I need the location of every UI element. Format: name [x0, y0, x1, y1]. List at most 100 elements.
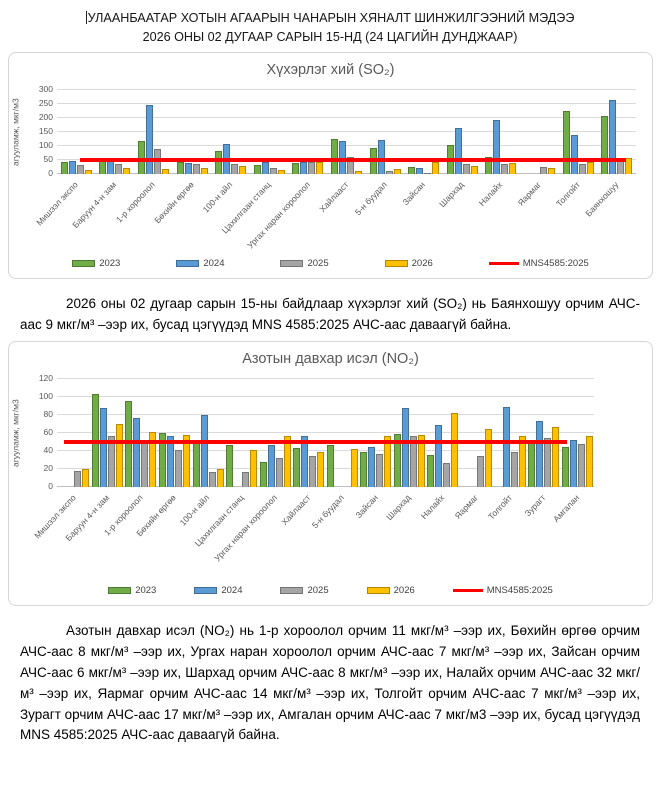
gridline: 80: [44, 409, 594, 419]
bar-2024: [300, 162, 308, 174]
bar-group: [96, 90, 135, 174]
bars-layer: [57, 379, 594, 487]
bar-2023: [292, 162, 300, 174]
x-tick-label: Зайсан: [352, 492, 380, 520]
bar-group: [559, 90, 598, 174]
legend-item: 2025: [280, 585, 329, 596]
bar-2025: [539, 167, 547, 174]
bar-group: [426, 379, 460, 487]
bar-2023: [226, 444, 234, 487]
legend-swatch-2024: [194, 586, 218, 594]
x-tick-label: Ургах наран хороолол: [211, 492, 279, 564]
x-tick-label: Зайсан: [400, 179, 428, 208]
bar-2025: [308, 162, 316, 174]
x-tick-label: Шархад: [384, 492, 414, 522]
y-tick-label: 150: [38, 126, 53, 136]
bar-2026: [277, 170, 285, 174]
bar-2026: [354, 171, 362, 174]
bar-2025: [141, 440, 149, 487]
bar-2023: [326, 444, 334, 487]
gridline: 100: [39, 391, 594, 401]
bar-group: [225, 379, 259, 487]
bar-2026: [585, 435, 593, 487]
bar-2025: [578, 164, 586, 174]
bar-2023: [192, 440, 200, 487]
bar-2023: [485, 157, 493, 174]
bar-2023: [393, 433, 401, 487]
bar-2026: [82, 468, 90, 487]
bar-2023: [176, 162, 184, 174]
bar-group: [460, 379, 494, 487]
bar-group: [493, 379, 527, 487]
bar-2026: [115, 423, 123, 487]
page-title: УЛААНБААТАР ХОТЫН АГААРЫН ЧАНАРЫН ХЯНАЛТ…: [0, 0, 660, 47]
bar-group: [327, 90, 366, 174]
bar-2025: [501, 164, 509, 174]
bar-2024: [609, 99, 617, 174]
bar-group: [597, 90, 636, 174]
bar-2023: [408, 166, 416, 174]
bar-2024: [377, 139, 385, 174]
bar-2026: [350, 449, 358, 487]
bar-2024: [166, 436, 174, 487]
gridline: 20: [44, 463, 594, 473]
bar-2026: [552, 426, 560, 487]
legend-swatch-2024: [176, 260, 200, 267]
bar-group: [258, 379, 292, 487]
bar-2023: [259, 461, 267, 487]
bar-group: [393, 379, 427, 487]
x-tick-label: Налайх: [419, 492, 447, 521]
text-cursor: [85, 11, 87, 24]
bar-2023: [601, 115, 609, 174]
x-tick-label: 1-р хороолол: [114, 179, 158, 225]
bar-group: [250, 90, 289, 174]
bar-2025: [462, 163, 470, 174]
bar-2026: [239, 166, 247, 174]
bar-group: [57, 379, 91, 487]
legend-item: 2025: [280, 258, 329, 269]
bar-2025: [269, 167, 277, 174]
doc-title-line-2: 2026 ОНЫ 02 ДУГААР САРЫН 15-НД (24 ЦАГИЙ…: [142, 30, 518, 44]
bar-2026: [470, 165, 478, 174]
x-axis-labels: Мишээл экспо Баруун 4-н зам 1-р хороолол Бө…: [34, 174, 636, 258]
y-tick-label: 0: [48, 480, 53, 491]
bar-2025: [510, 451, 518, 487]
so2-chart[interactable]: Хүхэрлэг хий (SO₂) 0 50 100 150 200 250 300 агу…: [8, 52, 653, 279]
y-tick-label: 20: [43, 462, 53, 473]
legend-label: 2026: [411, 258, 433, 269]
bar-2024: [267, 444, 275, 487]
x-tick-label: Бөхийн өргөө: [152, 179, 196, 226]
y-tick-label: 80: [43, 408, 53, 419]
bar-2026: [161, 169, 169, 174]
legend-swatch-2023: [72, 260, 96, 267]
y-axis-title: агууламж, мкг/м3: [10, 399, 21, 467]
bar-2025: [346, 157, 354, 174]
bar-group: [289, 90, 328, 174]
bar-group: [520, 90, 559, 174]
bar-2026: [316, 162, 324, 174]
bar-2026: [547, 168, 555, 174]
bar-2024: [107, 161, 115, 174]
gridline: 150: [39, 126, 636, 136]
bar-2025: [443, 463, 451, 487]
no2-chart[interactable]: Азотын давхар исэл (NO₂) 0 20 40 60 80 100 120…: [8, 340, 653, 606]
bar-2024: [435, 424, 443, 487]
bar-2023: [137, 141, 145, 174]
chart-title: Азотын давхар исэл (NO₂): [242, 350, 419, 367]
bar-2024: [200, 414, 208, 487]
bar-2024: [261, 162, 269, 174]
bar-2025: [74, 470, 82, 487]
bar-group: [124, 379, 158, 487]
bar-2026: [417, 434, 425, 487]
bar-2026: [384, 436, 392, 487]
x-tick-label: 5-н буудал: [352, 179, 389, 218]
legend-label: MNS4585:2025: [522, 258, 589, 269]
bar-2024: [416, 168, 424, 174]
legend-label: 2026: [393, 584, 415, 596]
reference-line: [80, 158, 627, 162]
gridline: 100: [39, 140, 636, 150]
legend-item: 2023: [72, 258, 120, 269]
bar-2026: [283, 435, 291, 487]
bar-2024: [570, 134, 578, 174]
x-tick-label: Яармаг: [515, 179, 544, 208]
